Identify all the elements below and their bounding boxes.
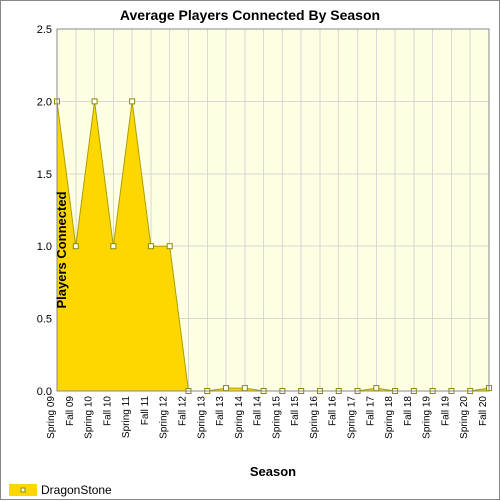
x-tick-label: Spring 10 [84,396,95,439]
x-tick-label: Spring 14 [234,396,245,439]
x-tick-label: Fall 13 [215,396,226,426]
y-axis-label: Players Connected [54,191,69,308]
svg-text:0.5: 0.5 [37,314,52,326]
x-axis-label: Season [57,464,489,479]
legend-label: DragonStone [41,483,112,497]
svg-text:2.0: 2.0 [37,96,52,108]
x-tick-label: Spring 20 [459,396,470,439]
x-tick-label: Spring 11 [121,396,132,439]
x-tick-label: Spring 16 [309,396,320,439]
x-tick-label: Spring 13 [196,396,207,439]
x-tick-label: Fall 10 [102,396,113,426]
x-tick-label: Fall 11 [140,396,151,426]
x-tick-label: Fall 15 [290,396,301,426]
svg-text:1.5: 1.5 [37,169,52,181]
x-tick-label: Spring 18 [384,396,395,439]
x-tick-label: Spring 17 [347,396,358,439]
svg-text:2.5: 2.5 [37,24,52,36]
legend-swatch [9,484,37,496]
x-tick-label: Spring 19 [422,396,433,439]
legend: DragonStone [9,483,112,497]
x-tick-label: Fall 19 [440,396,451,426]
x-tick-label: Fall 14 [253,396,264,426]
x-tick-label: Fall 12 [177,396,188,426]
x-tick-label: Fall 20 [478,396,489,426]
x-tick-label: Fall 18 [403,396,414,426]
x-tick-label: Fall 16 [328,396,339,426]
x-tick-label: Fall 17 [365,396,376,426]
x-tick-label: Spring 09 [46,396,57,439]
chart-container: Average Players Connected By Season 0.00… [0,0,500,500]
x-tick-label: Fall 09 [65,396,76,426]
x-tick-label: Spring 12 [159,396,170,439]
x-tick-label: Spring 15 [271,396,282,439]
svg-text:1.0: 1.0 [37,241,52,253]
chart-svg: 0.00.51.01.52.02.5Spring 09Fall 09Spring… [1,1,500,501]
